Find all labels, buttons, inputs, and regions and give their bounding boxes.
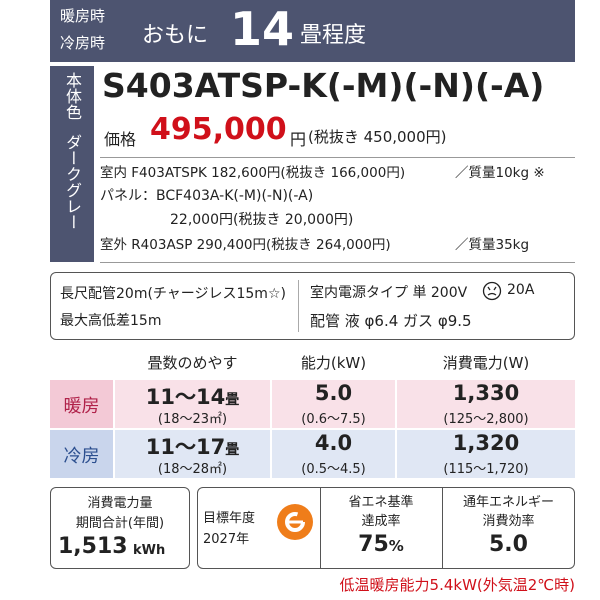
footer-note: 低温暖房能力5.4kW(外気温2℃時) — [339, 576, 575, 594]
target-label: 目標年度 — [203, 511, 256, 526]
component: 室外 R403ASP 290,400円(税抜き 264,000円) — [100, 237, 391, 253]
row-label: 暖房 — [63, 396, 100, 417]
cell — [115, 430, 270, 478]
energy-value: 1,513 — [58, 534, 128, 559]
cell — [397, 380, 575, 428]
color-box: 本体色 ダークグレー — [50, 66, 94, 262]
achievement-value: 75% — [320, 532, 442, 557]
energy-label: 期間合計(年間) — [75, 516, 165, 531]
apf-value: 5.0 — [489, 532, 528, 557]
apf-label: 通年エネルギー — [462, 495, 554, 510]
row-label-cell — [50, 380, 113, 428]
achievement-unit: % — [388, 537, 404, 555]
cell-sub: (0.6～7.5) — [301, 412, 366, 427]
e-mark — [277, 504, 313, 540]
heat-label: 暖房時 — [60, 7, 106, 25]
component: パネル：BCF403A-K(-M)(-N)(-A) — [100, 188, 314, 204]
cell-main: 11～14畳 — [115, 381, 270, 411]
color-name: ダークグレー — [63, 134, 82, 230]
divider — [100, 157, 575, 158]
price-tax: (税抜き 450,000円) — [308, 128, 447, 146]
cell-value: 4.0 — [314, 431, 353, 455]
cell-sub: (18～28㎡) — [157, 462, 228, 477]
plug-icon — [482, 281, 502, 301]
component: 22,000円(税抜き 20,000円) — [170, 212, 354, 228]
cell-unit: 畳 — [225, 392, 240, 408]
energy-unit: kWh — [133, 543, 166, 558]
cool-label: 冷房時 — [60, 34, 106, 52]
piping-info: 長尺配管20m(チャージレス15m☆) — [60, 286, 286, 302]
piping-info: 最大高低差15m — [60, 313, 162, 329]
cell-sub: (0.5～4.5) — [301, 462, 366, 477]
cell-sub: (18～23㎡) — [157, 412, 228, 427]
achievement-number: 75 — [358, 532, 389, 557]
energy-label: 消費電力量 — [87, 496, 153, 511]
pipe-size: 配管 液 φ6.4 ガス φ9.5 — [310, 312, 472, 330]
cell-sub: (125～2,800) — [443, 412, 529, 427]
divider — [442, 487, 443, 569]
cell-main: 5.0 — [272, 381, 395, 405]
piping-box — [50, 272, 575, 340]
cell-unit: 畳 — [225, 442, 240, 458]
rating-box — [197, 487, 575, 569]
apf-label: 消費効率 — [482, 514, 535, 529]
cell-value: 5.0 — [314, 381, 353, 405]
room-size: 14 — [230, 2, 295, 56]
cell-main: 1,330 — [397, 381, 575, 405]
cell-sub: (115～1,720) — [443, 462, 529, 477]
cell — [272, 380, 395, 428]
component: 室内 F403ATSPK 182,600円(税抜き 166,000円) — [100, 165, 406, 181]
prefix: おもに — [142, 23, 209, 48]
table-header: 畳数のめやす — [147, 354, 238, 372]
achievement-label: 省エネ基準 — [348, 495, 414, 510]
row-label-cell — [50, 430, 113, 478]
energy-box — [50, 487, 190, 569]
cell-value: 11～17 — [145, 435, 226, 459]
cell-value: 1,320 — [452, 431, 520, 455]
divider — [298, 280, 299, 332]
divider — [100, 262, 575, 263]
amp: 20A — [507, 282, 535, 298]
cell-main: 11～17畳 — [115, 431, 270, 461]
color-label: 本体色 — [63, 72, 82, 120]
suffix: 畳程度 — [300, 23, 367, 48]
cell-value: 1,330 — [452, 381, 520, 405]
model: S403ATSP-K(-M)(-N)(-A) — [102, 66, 545, 105]
header-banner — [50, 0, 575, 62]
power-type: 室内電源タイプ 単 200V — [310, 285, 468, 301]
price-label: 価格 — [104, 130, 137, 149]
cell — [115, 380, 270, 428]
cell-main: 1,320 — [397, 431, 575, 455]
table-header: 消費電力(W) — [442, 354, 530, 372]
cell-main: 4.0 — [272, 431, 395, 455]
table-header: 能力(kW) — [300, 354, 367, 372]
target-year: 2027年 — [203, 532, 250, 547]
divider — [320, 487, 321, 569]
cell — [272, 430, 395, 478]
cell-value: 11～14 — [145, 385, 226, 409]
component-weight: ／質量35kg — [455, 237, 530, 253]
price: 495,000 — [150, 112, 287, 147]
achievement-label: 達成率 — [361, 514, 401, 529]
cell — [397, 430, 575, 478]
price-unit: 円 — [290, 130, 307, 149]
component-weight: ／質量10kg ※ — [455, 165, 545, 181]
row-label: 冷房 — [63, 446, 100, 467]
